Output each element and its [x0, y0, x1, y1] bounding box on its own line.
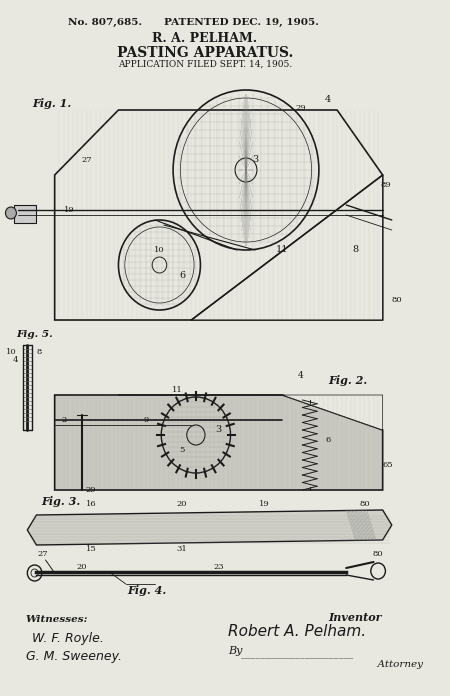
Circle shape	[5, 207, 16, 219]
Text: 4: 4	[13, 356, 18, 364]
Text: 19: 19	[259, 500, 270, 508]
Text: _______________________: _______________________	[242, 650, 354, 659]
Text: Fig. 3.: Fig. 3.	[41, 496, 80, 507]
Text: No. 807,685.: No. 807,685.	[68, 18, 143, 27]
Polygon shape	[54, 395, 382, 490]
Text: 3: 3	[252, 155, 258, 164]
Polygon shape	[27, 510, 392, 545]
Text: 6: 6	[325, 436, 331, 444]
Text: 27: 27	[37, 550, 48, 558]
Text: 19: 19	[64, 206, 75, 214]
Text: 80: 80	[373, 550, 383, 558]
Text: 4: 4	[298, 370, 304, 379]
Text: Fig. 4.: Fig. 4.	[127, 585, 167, 596]
Text: 11: 11	[276, 246, 289, 255]
Text: 89: 89	[381, 181, 392, 189]
Text: Attorney: Attorney	[228, 660, 423, 669]
Text: W. F. Royle.: W. F. Royle.	[32, 632, 104, 645]
Text: 2: 2	[61, 416, 67, 424]
Text: 10: 10	[6, 348, 16, 356]
Text: Fig. 2.: Fig. 2.	[328, 375, 367, 386]
Text: PATENTED DEC. 19, 1905.: PATENTED DEC. 19, 1905.	[164, 18, 319, 27]
Text: 9: 9	[143, 416, 148, 424]
Text: 27: 27	[81, 156, 92, 164]
Text: PASTING APPARATUS.: PASTING APPARATUS.	[117, 46, 293, 60]
Text: 10: 10	[154, 246, 165, 254]
Text: 4: 4	[325, 95, 331, 104]
Text: 15: 15	[86, 545, 96, 553]
Text: 8: 8	[36, 348, 42, 356]
Text: 80: 80	[359, 500, 370, 508]
Text: 80: 80	[392, 296, 402, 304]
Text: Inventor: Inventor	[328, 612, 382, 623]
Text: 65: 65	[382, 461, 393, 469]
Text: Fig. 1.: Fig. 1.	[32, 98, 71, 109]
Polygon shape	[118, 395, 382, 430]
Text: 3: 3	[216, 425, 222, 434]
Text: 20: 20	[77, 563, 87, 571]
Text: 29: 29	[295, 104, 306, 112]
Text: 16: 16	[86, 500, 96, 508]
Polygon shape	[191, 175, 382, 320]
Text: 11: 11	[172, 386, 183, 394]
Text: By: By	[228, 646, 242, 656]
Text: G. M. Sweeney.: G. M. Sweeney.	[26, 650, 122, 663]
Text: 20: 20	[177, 500, 188, 508]
Text: 6: 6	[179, 271, 185, 280]
Bar	[14, 205, 36, 223]
Text: 31: 31	[177, 545, 188, 553]
Text: 8: 8	[352, 246, 358, 255]
Text: Robert A. Pelham.: Robert A. Pelham.	[228, 624, 366, 639]
Text: Fig. 5.: Fig. 5.	[16, 330, 53, 339]
Text: R. A. PELHAM.: R. A. PELHAM.	[153, 32, 257, 45]
Text: 23: 23	[213, 563, 224, 571]
Text: 29: 29	[86, 486, 96, 494]
Text: Witnesses:: Witnesses:	[26, 615, 88, 624]
Text: APPLICATION FILED SEPT. 14, 1905.: APPLICATION FILED SEPT. 14, 1905.	[118, 60, 292, 69]
Text: 5: 5	[180, 446, 185, 454]
